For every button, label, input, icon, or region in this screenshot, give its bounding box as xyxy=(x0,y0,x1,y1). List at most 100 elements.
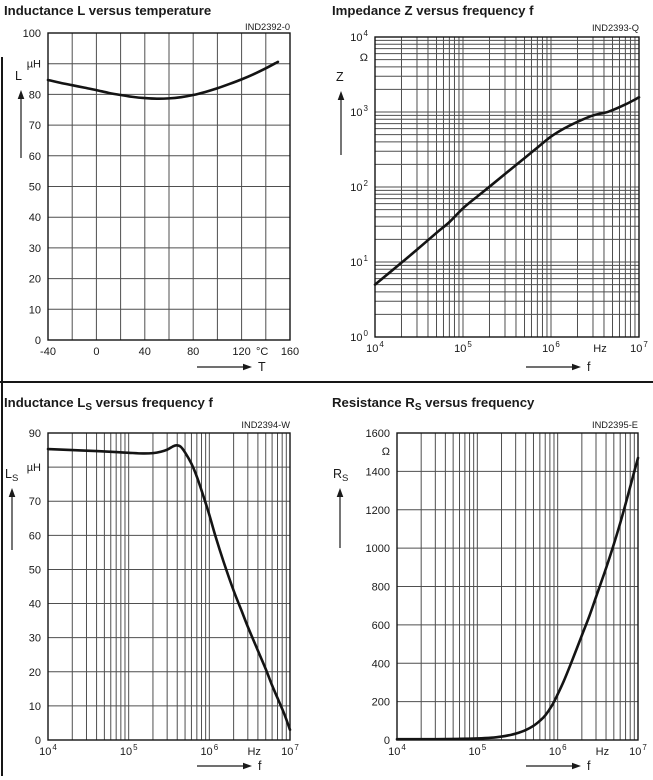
x-tick-label: 107 xyxy=(629,743,647,758)
y-tick-label: 1000 xyxy=(366,543,390,555)
y-tick-label: 100 xyxy=(23,28,41,40)
y-tick-label: 20 xyxy=(29,667,41,679)
y-tick-label: 30 xyxy=(29,633,41,645)
y-axis-up-arrow xyxy=(336,488,344,548)
plot-border xyxy=(47,432,291,741)
chart-impedance-vs-frequency: Impedance Z versus frequency f IND2393-Q 1… xyxy=(327,0,653,390)
grid-horizontal xyxy=(48,432,290,741)
plot-border xyxy=(374,36,640,338)
data-curve xyxy=(373,96,641,286)
y-tick-label: 800 xyxy=(372,582,390,594)
y-tick-label: 103 xyxy=(350,104,368,119)
data-curve xyxy=(46,60,280,101)
y-tick-label: 101 xyxy=(350,254,368,269)
x-tick-label: 107 xyxy=(630,340,648,355)
chart-inductance-vs-temperature: Inductance L versus temperature IND2392-0… xyxy=(0,0,326,390)
y-tick-label: 1200 xyxy=(366,505,390,517)
ls-vs-f-figure: Inductance LS versus frequency f IND2394-… xyxy=(4,395,299,773)
y-tick-label: 600 xyxy=(372,620,390,632)
y-axis-quantity-label: LS xyxy=(5,467,18,484)
y-tick-label: 10 xyxy=(29,304,41,316)
x-tick-label: -40 xyxy=(40,346,56,358)
plot-border xyxy=(47,32,291,341)
chart-inductance-ls-vs-frequency: Inductance LS versus frequency f IND2394-… xyxy=(0,390,326,780)
x-axis-arrow-head xyxy=(243,762,252,770)
rs-vs-f-figure: Resistance RS versus frequency IND2395-E 1… xyxy=(332,395,647,773)
x-tick-label: 106 xyxy=(542,340,560,355)
y-axis-unit-label: µH xyxy=(27,462,41,474)
y-axis-up-arrow xyxy=(337,91,345,155)
x-axis-symbol-label: f xyxy=(258,759,262,773)
y-tick-label: 100 xyxy=(350,329,368,344)
grid-horizontal xyxy=(375,36,639,338)
x-axis-right-arrow xyxy=(526,762,581,770)
chart-title: Resistance RS versus frequency xyxy=(332,395,535,413)
chart-title: Inductance LS versus frequency f xyxy=(4,395,214,413)
x-axis-symbol-label: T xyxy=(258,360,266,374)
grid-horizontal xyxy=(397,432,638,741)
x-tick-label: 106 xyxy=(549,743,567,758)
x-axis-arrow-head xyxy=(243,363,252,371)
y-axis-unit-label: µH xyxy=(27,59,41,71)
y-axis-quantity-label: RS xyxy=(333,467,348,484)
grid-vertical xyxy=(47,433,291,740)
y-tick-label: 102 xyxy=(350,179,368,194)
y-tick-label: 0 xyxy=(384,735,390,747)
y-axis-unit-label: Ω xyxy=(360,52,368,64)
y-tick-label: 60 xyxy=(29,151,41,163)
chart-code-label: IND2392-0 xyxy=(245,22,290,32)
x-axis-unit-label: Hz xyxy=(596,746,609,758)
x-tick-label: 105 xyxy=(454,340,472,355)
y-axis-quantity-label: L xyxy=(15,69,22,83)
chart-code-label: IND2394-W xyxy=(241,420,290,430)
x-tick-label: 160 xyxy=(281,346,299,358)
x-axis-unit-label: Hz xyxy=(593,343,606,355)
x-tick-label: 104 xyxy=(366,340,384,355)
y-tick-label: 20 xyxy=(29,274,41,286)
x-tick-label: 0 xyxy=(93,346,99,358)
y-tick-label: 40 xyxy=(29,212,41,224)
y-tick-label: 70 xyxy=(29,496,41,508)
chart-resistance-rs-vs-frequency: Resistance RS versus frequency IND2395-E 1… xyxy=(327,390,653,780)
y-tick-label: 400 xyxy=(372,658,390,670)
x-axis-right-arrow xyxy=(197,762,252,770)
y-axis-quantity-label: Z xyxy=(336,70,344,84)
z-vs-f-figure: Impedance Z versus frequency f IND2393-Q 1… xyxy=(332,3,648,374)
y-tick-label: 80 xyxy=(29,89,41,101)
y-axis-unit-label: Ω xyxy=(382,446,390,458)
x-tick-label: 104 xyxy=(388,743,406,758)
x-tick-label: 80 xyxy=(187,346,199,358)
page-border-left xyxy=(1,57,3,776)
x-tick-label: 40 xyxy=(139,346,151,358)
plot-border xyxy=(396,432,639,741)
data-curve xyxy=(395,456,640,741)
y-tick-label: 104 xyxy=(350,29,368,44)
y-axis-arrow-head xyxy=(337,91,345,100)
x-axis-unit-label: Hz xyxy=(247,746,260,758)
y-tick-label: 90 xyxy=(29,428,41,440)
x-axis-right-arrow xyxy=(526,363,581,371)
y-axis-arrow-head xyxy=(336,488,344,497)
x-tick-label: 120 xyxy=(232,346,250,358)
x-tick-label: 104 xyxy=(39,743,57,758)
l-vs-t-figure: Inductance L versus temperature IND2392-0… xyxy=(4,3,299,374)
x-axis-arrow-head xyxy=(572,762,581,770)
y-tick-label: 70 xyxy=(29,120,41,132)
x-tick-label: 105 xyxy=(120,743,138,758)
x-tick-label: 106 xyxy=(200,743,218,758)
x-axis-symbol-label: f xyxy=(587,360,591,374)
y-tick-label: 50 xyxy=(29,564,41,576)
y-tick-label: 1600 xyxy=(366,428,390,440)
y-tick-label: 1400 xyxy=(366,466,390,478)
y-tick-label: 10 xyxy=(29,701,41,713)
x-tick-label: 107 xyxy=(281,743,299,758)
chart-title: Impedance Z versus frequency f xyxy=(332,3,534,18)
x-axis-arrow-head xyxy=(572,363,581,371)
y-tick-label: 30 xyxy=(29,243,41,255)
chart-code-label: IND2393-Q xyxy=(592,23,639,33)
chart-code-label: IND2395-E xyxy=(592,420,638,430)
y-axis-up-arrow xyxy=(8,488,16,550)
x-axis-right-arrow xyxy=(197,363,252,371)
y-tick-label: 0 xyxy=(35,735,41,747)
